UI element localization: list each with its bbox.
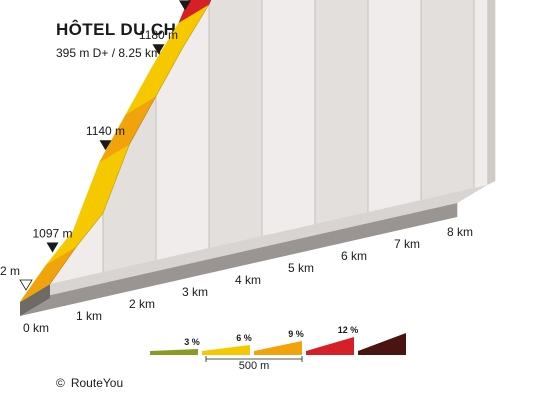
profile-base-left bbox=[20, 284, 50, 316]
profile-base-top bbox=[20, 185, 488, 302]
profile-side-layer bbox=[49, 0, 496, 285]
waypoint-marker bbox=[46, 242, 59, 253]
profile-base-layer bbox=[20, 185, 488, 316]
profile-top-layer bbox=[19, 0, 212, 303]
x-tick-label: 1 km bbox=[76, 309, 102, 323]
profile-side-segment bbox=[314, 0, 342, 225]
x-tick-label: 7 km bbox=[394, 237, 420, 251]
profile-side-segment bbox=[473, 0, 488, 189]
profile-side-segment bbox=[208, 0, 236, 249]
waypoint-label: 1082 m bbox=[0, 264, 20, 278]
legend-swatch bbox=[254, 341, 302, 355]
profile-side-segment bbox=[341, 0, 369, 219]
profile-end-cap bbox=[487, 0, 496, 185]
x-tick-label: 3 km bbox=[182, 285, 208, 299]
waypoint-marker bbox=[152, 44, 165, 55]
x-tick-label: 0 km bbox=[23, 321, 49, 335]
profile-side-segment bbox=[288, 0, 316, 231]
copyright-credit: © RouteYou bbox=[56, 376, 123, 390]
legend-swatch bbox=[306, 337, 354, 355]
x-tick-label: 6 km bbox=[341, 249, 367, 263]
profile-side-segment bbox=[235, 0, 263, 243]
waypoint-label: 1180 m bbox=[139, 28, 178, 42]
legend-swatch bbox=[202, 345, 250, 355]
profile-base-front bbox=[20, 203, 458, 316]
legend-label: 9 % bbox=[288, 329, 304, 339]
legend-label: 12 % bbox=[338, 325, 359, 335]
profile-ridge-line bbox=[49, 0, 212, 285]
x-tick-label: 4 km bbox=[235, 273, 261, 287]
x-tick-label: 5 km bbox=[288, 261, 314, 275]
waypoint-marker-open bbox=[19, 279, 33, 291]
profile-side-segment bbox=[394, 0, 422, 207]
x-tick-label: 8 km bbox=[447, 225, 473, 239]
legend-swatch bbox=[150, 349, 198, 355]
legend-swatch bbox=[358, 333, 406, 355]
copyright-icon: © bbox=[56, 376, 65, 390]
waypoint-label: 1097 m bbox=[32, 227, 72, 241]
brand-name: RouteYou bbox=[70, 376, 124, 390]
waypoint-marker bbox=[179, 0, 191, 11]
profile-side-segment bbox=[420, 0, 448, 201]
profile-side-segment bbox=[447, 0, 475, 195]
x-axis-layer: 0 km 1 km 2 km 3 km 4 km 5 km 6 km 7 km 8 km bbox=[23, 225, 473, 335]
scale-bar-label: 500 m bbox=[239, 360, 270, 370]
profile-side-segment bbox=[367, 0, 395, 213]
legend-label: 6 % bbox=[236, 333, 252, 343]
x-tick-label: 2 km bbox=[129, 297, 155, 311]
chart-subtitle: 395 m D+ / 8.25 km bbox=[56, 46, 162, 60]
grade-legend: 3 % 6 % 9 % 12 % 500 m bbox=[150, 325, 406, 370]
profile-side-segment bbox=[261, 0, 289, 237]
waypoint-marker bbox=[99, 140, 112, 151]
waypoint-label: 1140 m bbox=[86, 124, 125, 138]
legend-label: 3 % bbox=[184, 337, 200, 347]
